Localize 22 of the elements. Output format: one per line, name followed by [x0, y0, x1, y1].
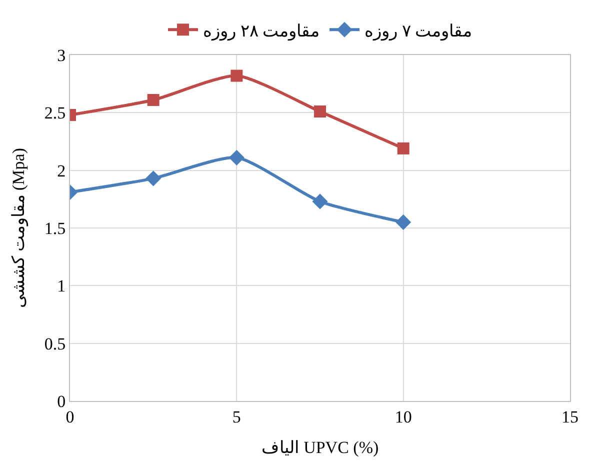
- legend-label: مقاومت ۷ روزه: [364, 21, 472, 42]
- y-tick-label: 1.5: [44, 218, 66, 238]
- point: [147, 94, 160, 106]
- x-axis-title: الیاف UPVC (%): [261, 438, 379, 457]
- point: [228, 150, 244, 166]
- y-tick-label: 2: [57, 161, 66, 180]
- y-tick-label: 2.5: [44, 104, 66, 123]
- y-tick-label: 3: [57, 46, 66, 65]
- y-axis-title: مقاومت کششی (Mpa): [8, 148, 29, 308]
- point: [396, 214, 412, 230]
- point: [314, 106, 326, 118]
- y-tick-label: 0: [57, 392, 66, 411]
- point: [312, 194, 328, 210]
- x-tick-label: 15: [562, 407, 578, 426]
- y-tick-label: 1: [57, 276, 66, 296]
- x-tick-label: 10: [394, 407, 412, 426]
- x-tick-label: 5: [232, 407, 241, 426]
- y-tick-label: 0.5: [44, 334, 66, 354]
- point: [146, 170, 162, 186]
- point: [230, 70, 243, 82]
- point: [397, 142, 410, 154]
- legend-label: مقاومت ۲۸ روزه: [203, 21, 320, 42]
